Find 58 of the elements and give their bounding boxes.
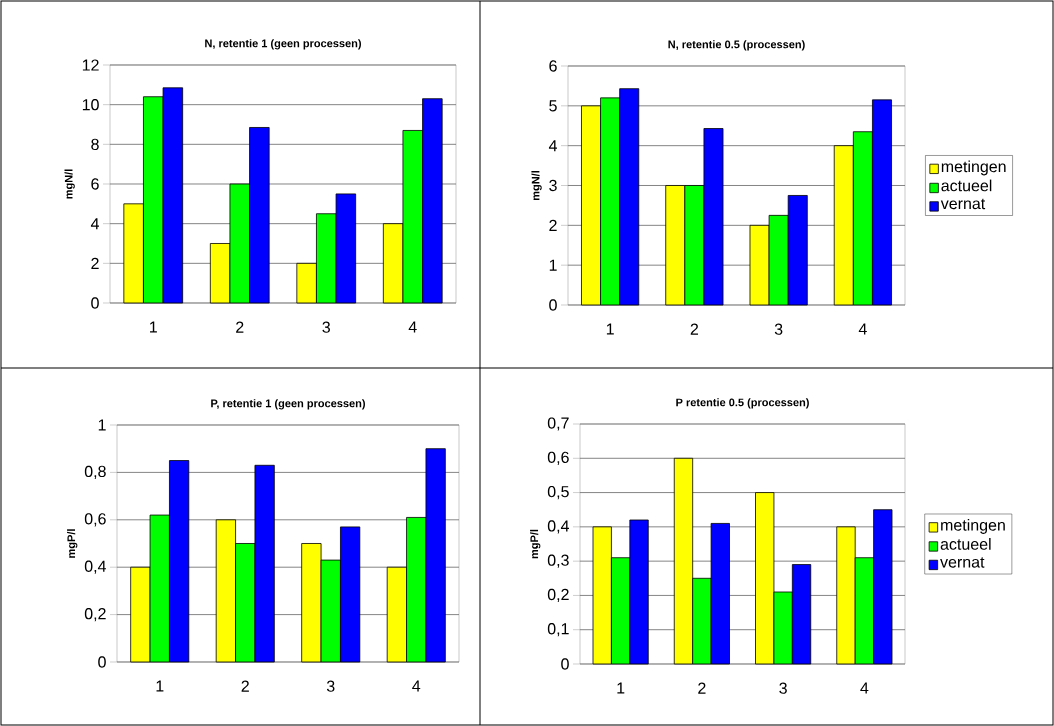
y-tick-label: 12 [82, 59, 99, 71]
y-tick-label: 1 [549, 259, 557, 271]
x-tick-label: 1 [617, 682, 625, 694]
x-tick-label: 2 [241, 680, 249, 692]
chart-title: N, retentie 0.5 (processen) [668, 40, 805, 51]
y-tick-label: 0,8 [84, 465, 106, 479]
y-axis-title: mgN/l [531, 171, 542, 201]
chart-title: N, retentie 1 (geen processen) [205, 39, 361, 50]
y-axis-title: mgN/l [64, 169, 75, 199]
y-tick-label: 2 [549, 219, 557, 231]
legend-label: metingen [941, 160, 1006, 176]
legend-label: actueel [940, 538, 991, 550]
y-tick-label: 4 [548, 140, 557, 152]
legend-label: vernat [940, 198, 986, 210]
x-tick-label: 2 [690, 323, 699, 335]
y-tick-label: 0,6 [84, 513, 106, 527]
y-tick-label: 0,7 [547, 417, 569, 431]
x-tick-label: 4 [408, 321, 417, 333]
y-tick-label: 8 [91, 138, 99, 150]
y-tick-label: 0 [561, 658, 569, 670]
y-tick-label: 0,3 [547, 554, 569, 568]
x-tick-label: 3 [779, 682, 787, 694]
x-tick-label: 4 [412, 680, 421, 692]
y-tick-label: 0,4 [547, 520, 569, 534]
y-tick-label: 0 [91, 297, 99, 309]
y-tick-label: 0,2 [547, 588, 569, 603]
chart-title: P retentie 0.5 (processen) [676, 398, 809, 409]
y-tick-label: 0,5 [547, 485, 569, 500]
y-tick-label: 0,1 [547, 623, 569, 637]
y-tick-label: 1 [98, 419, 106, 431]
x-tick-label: 2 [698, 682, 706, 694]
x-tick-label: 1 [156, 680, 164, 692]
x-tick-label: 4 [860, 682, 869, 694]
y-tick-label: 6 [549, 60, 557, 72]
legend-label: vernat [940, 557, 985, 568]
x-tick-label: 3 [326, 680, 335, 692]
x-tick-label: 4 [858, 323, 867, 335]
y-tick-label: 0 [98, 656, 106, 668]
x-tick-label: 3 [322, 321, 330, 333]
chart-title: P, retentie 1 (geen processen) [211, 399, 365, 410]
x-tick-label: 1 [150, 321, 157, 333]
y-tick-label: 4 [90, 218, 99, 230]
y-tick-label: 10 [82, 99, 99, 111]
y-axis-title: mgP/l [67, 529, 78, 558]
y-tick-label: 3 [549, 179, 557, 192]
y-tick-label: 0,4 [84, 560, 106, 574]
y-tick-label: 6 [91, 178, 99, 190]
x-tick-label: 3 [774, 323, 783, 335]
y-axis-title: mgP/l [530, 529, 541, 559]
legend-label: metingen [941, 518, 1005, 534]
y-tick-label: 0,2 [84, 608, 106, 622]
y-tick-label: 0 [549, 299, 557, 311]
legend-label: actueel [941, 179, 992, 192]
x-tick-label: 1 [606, 323, 614, 335]
y-tick-label: 2 [91, 257, 99, 269]
x-tick-label: 2 [236, 321, 244, 333]
y-tick-label: 5 [549, 100, 557, 112]
y-tick-label: 0,6 [547, 451, 569, 465]
